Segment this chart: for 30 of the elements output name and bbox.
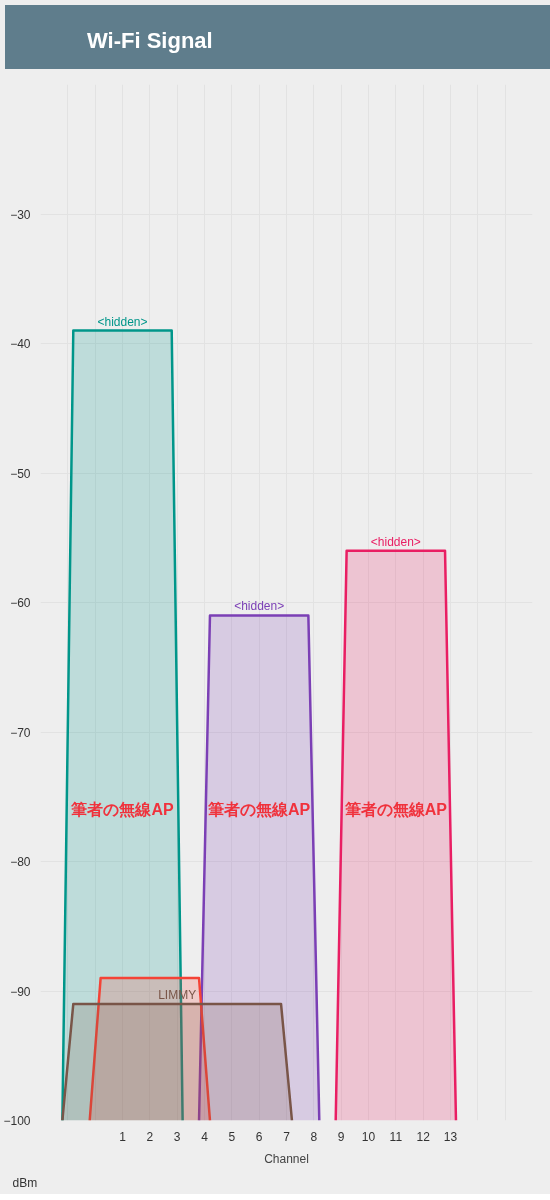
y-tick-label: −80 bbox=[10, 855, 31, 869]
x-tick-label: 1 bbox=[119, 1129, 127, 1144]
x-tick-label: 2 bbox=[146, 1129, 154, 1144]
y-tick-label: −40 bbox=[10, 337, 31, 351]
x-tick-label: 9 bbox=[337, 1129, 345, 1144]
x-tick-label: 4 bbox=[201, 1129, 209, 1144]
y-tick-label: −50 bbox=[10, 466, 31, 481]
x-tick-label: 13 bbox=[443, 1129, 458, 1144]
x-axis-title: Channel bbox=[264, 1151, 309, 1166]
x-tick-label: 6 bbox=[255, 1129, 263, 1144]
series-label: <hidden> bbox=[370, 534, 421, 549]
x-tick-label: 3 bbox=[173, 1129, 181, 1144]
y-tick-label: −60 bbox=[10, 596, 31, 610]
x-tick-label: 10 bbox=[361, 1129, 376, 1144]
x-tick-label: 8 bbox=[310, 1129, 318, 1144]
y-axis-title: dBm bbox=[12, 1175, 38, 1190]
series-label: <hidden> bbox=[234, 599, 285, 614]
annotation: 筆者の無線AP bbox=[343, 801, 448, 820]
x-tick-label: 12 bbox=[416, 1129, 431, 1144]
x-tick-label: 11 bbox=[389, 1129, 403, 1144]
x-tick-label: 5 bbox=[228, 1129, 236, 1144]
chart-title: Wi-Fi Signal bbox=[87, 27, 213, 55]
series-label: <hidden> bbox=[97, 314, 148, 329]
y-tick-label: −90 bbox=[10, 984, 31, 999]
y-tick-label: −70 bbox=[10, 725, 31, 740]
y-tick-label: −100 bbox=[3, 1114, 31, 1128]
y-tick-label: −30 bbox=[10, 207, 31, 222]
annotation: 筆者の無線AP bbox=[70, 801, 174, 820]
x-tick-label: 7 bbox=[283, 1129, 291, 1144]
annotation: 筆者の無線AP bbox=[207, 801, 311, 820]
